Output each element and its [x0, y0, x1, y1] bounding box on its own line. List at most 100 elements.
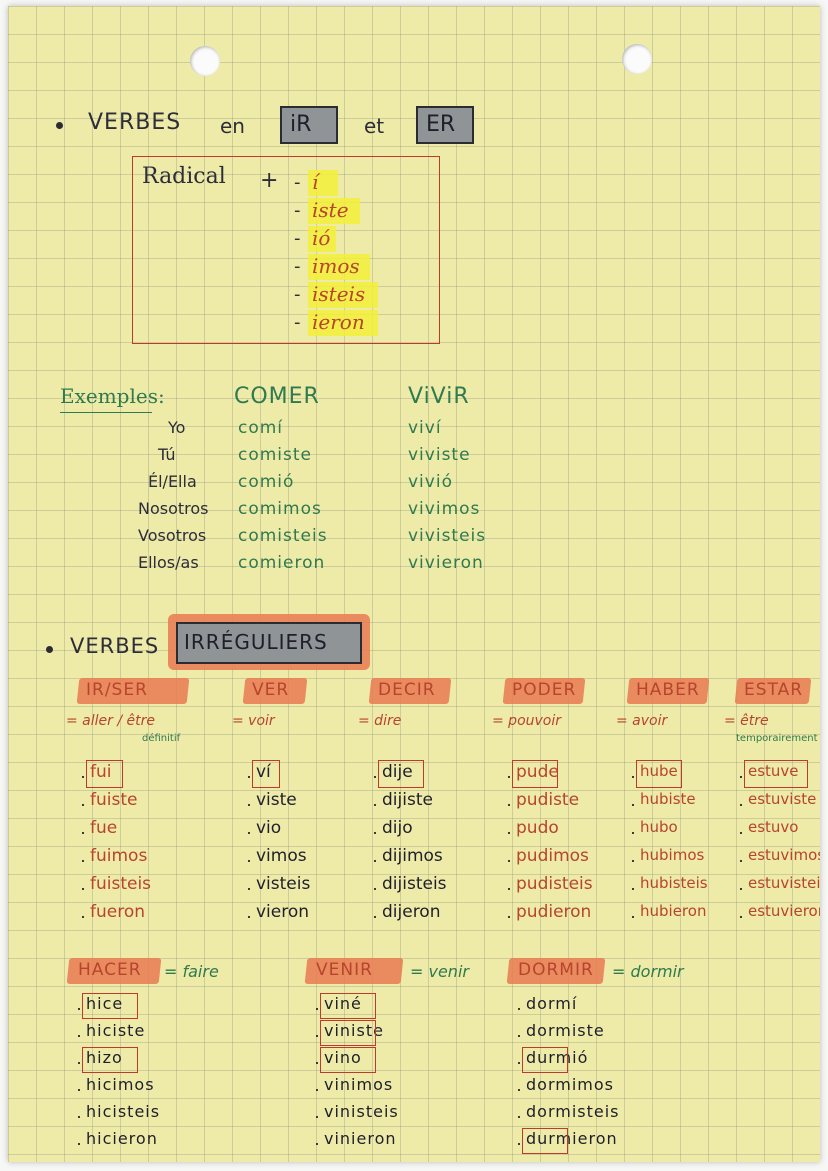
conjugated-form: pudo	[516, 818, 559, 838]
ending-text: ieron	[312, 310, 365, 334]
verb-infinitive: VER	[252, 680, 290, 700]
vivir-form: vivimos	[408, 499, 481, 519]
verb-meaning: = voir	[232, 713, 275, 729]
conjugated-form: vino	[324, 1048, 362, 1067]
conjugated-form: estuvisteis	[748, 874, 820, 892]
ending-text: í	[312, 170, 319, 194]
stem-box	[320, 993, 376, 1019]
conjugated-form: dormiste	[526, 1021, 605, 1040]
irreguliers-box: IRRÉGULIERS	[176, 622, 362, 664]
vivir-form: vivisteis	[408, 526, 487, 546]
section1-title-verbes: VERBES	[88, 110, 182, 135]
ending-highlight	[308, 226, 336, 252]
conjugated-form: hube	[640, 762, 678, 780]
conjugated-form: hubo	[640, 818, 678, 836]
conjugated-form: pudisteis	[516, 874, 593, 894]
stem-box	[636, 760, 682, 788]
list-tick	[740, 916, 742, 918]
list-tick	[374, 832, 376, 834]
comer-form: comí	[238, 418, 284, 438]
conjugated-form: pudimos	[516, 846, 589, 866]
list-tick	[78, 1143, 80, 1145]
list-tick	[316, 1116, 318, 1118]
verb-infinitive: VENIR	[316, 960, 373, 980]
conjugated-form: estuve	[748, 762, 799, 780]
list-tick	[508, 916, 510, 918]
conjugated-form: fuimos	[90, 846, 148, 866]
vivir-form: viviste	[408, 445, 471, 465]
verb-meaning: = avoir	[616, 713, 668, 729]
pronoun-label: Él/Ella	[148, 472, 197, 491]
conjugated-form: visteis	[256, 874, 311, 894]
list-tick	[508, 888, 510, 890]
pronoun-label: Yo	[168, 418, 186, 437]
stem-box	[82, 993, 138, 1019]
radical-rule-box	[132, 156, 440, 344]
ending-text: ió	[312, 226, 331, 250]
grid-paper: VERBES en iR et ER Radical + - í - iste - ió -…	[8, 6, 820, 1162]
list-tick	[374, 804, 376, 806]
conjugated-form: hice	[86, 994, 124, 1013]
list-tick	[82, 888, 84, 890]
stem-box	[86, 760, 123, 788]
list-tick	[508, 832, 510, 834]
list-tick	[518, 1035, 520, 1037]
list-tick	[374, 776, 376, 778]
list-tick	[78, 1116, 80, 1118]
ending-text: iste	[312, 198, 349, 222]
section2-title-verbes: VERBES	[70, 634, 160, 658]
pronoun-label: Vosotros	[138, 526, 207, 545]
list-tick	[632, 804, 634, 806]
conjugated-form: dijo	[382, 818, 413, 838]
conjugated-form: durmió	[526, 1048, 589, 1067]
list-tick	[374, 860, 376, 862]
conjugated-form: fui	[90, 762, 112, 782]
stem-box	[320, 1047, 376, 1073]
conjugated-form: viste	[256, 790, 297, 810]
list-tick	[316, 1089, 318, 1091]
list-tick	[508, 776, 510, 778]
verb-infinitive: ESTAR	[744, 680, 804, 700]
conjugated-form: dijiste	[382, 790, 433, 810]
conjugated-form: dijeron	[382, 902, 441, 922]
verb-infinitive: HACER	[78, 960, 142, 980]
conjugated-form: viné	[324, 994, 362, 1013]
conjugated-form: viniste	[324, 1021, 384, 1040]
conjugated-form: hiciste	[86, 1021, 146, 1040]
ending-highlight	[308, 254, 370, 280]
conjugated-form: vieron	[256, 902, 310, 922]
conjugated-form: vinieron	[324, 1129, 397, 1148]
stem-box	[252, 760, 280, 788]
conjugated-form: pude	[516, 762, 559, 782]
list-tick	[78, 1035, 80, 1037]
ending-dash: -	[294, 312, 301, 333]
list-tick	[82, 916, 84, 918]
ending-dash: -	[294, 200, 301, 221]
section1-title-en: en	[220, 114, 245, 138]
conjugated-form: durmieron	[526, 1129, 618, 1148]
verb-meaning: = dormir	[612, 962, 684, 981]
comer-form: comimos	[238, 499, 322, 519]
list-tick	[248, 916, 250, 918]
section1-title-et: et	[364, 114, 385, 138]
comer-header: COMER	[234, 384, 320, 409]
ending-highlight	[308, 198, 360, 224]
conjugated-form: fueron	[90, 902, 146, 922]
vivir-form: viví	[408, 418, 442, 438]
conjugated-form: estuviste	[748, 790, 817, 808]
conjugated-form: dormimos	[526, 1075, 614, 1094]
list-tick	[82, 860, 84, 862]
verb-meaning: = faire	[164, 962, 219, 981]
list-tick	[78, 1008, 80, 1010]
conjugated-form: dijisteis	[382, 874, 447, 894]
conjugated-form: estuvieron	[748, 902, 820, 920]
ending-highlight	[308, 282, 378, 308]
conjugated-form: hubiste	[640, 790, 696, 808]
conjugated-form: vinisteis	[324, 1102, 399, 1121]
conjugated-form: pudiste	[516, 790, 580, 810]
stem-box	[378, 760, 424, 788]
list-tick	[740, 860, 742, 862]
ending-text: imos	[312, 254, 360, 278]
conjugated-form: dije	[382, 762, 413, 782]
conjugated-form: hubimos	[640, 846, 705, 864]
